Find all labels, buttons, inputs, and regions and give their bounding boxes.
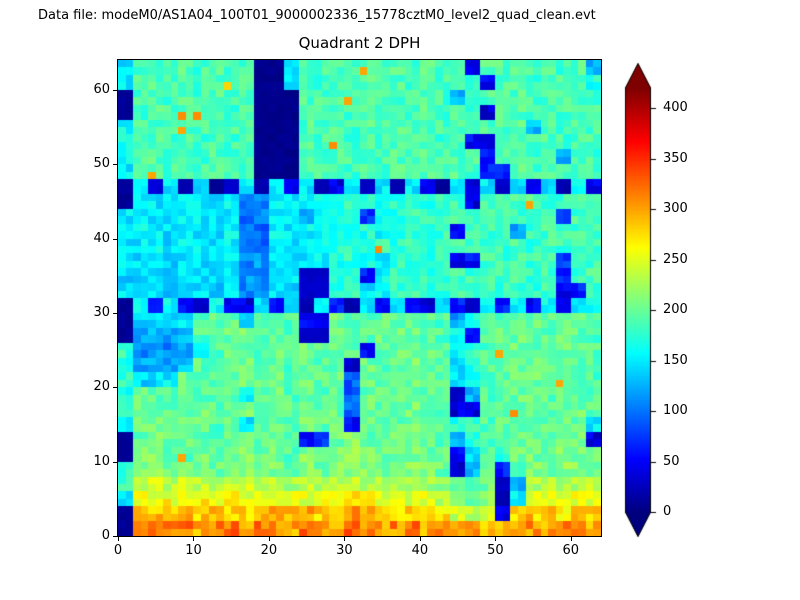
x-tick-mark	[495, 537, 497, 541]
y-tick-label: 20	[93, 379, 110, 395]
x-tick-mark	[268, 537, 270, 541]
colorbar-canvas	[623, 62, 657, 540]
y-tick-label: 30	[93, 304, 110, 320]
x-tick-label: 0	[113, 543, 123, 558]
colorbar-tick-label: 100	[663, 403, 688, 419]
y-tick-label: 40	[93, 230, 110, 246]
y-tick-mark	[113, 238, 117, 240]
x-tick-label: 30	[336, 543, 353, 558]
x-tick-label: 60	[562, 543, 580, 558]
colorbar-tick-label: 250	[663, 251, 688, 267]
y-tick-label: 50	[93, 156, 110, 172]
y-tick-label: 0	[101, 528, 110, 543]
colorbar-tick-label: 0	[663, 504, 672, 519]
x-tick-mark	[118, 537, 119, 541]
y-tick-mark	[113, 89, 117, 91]
y-tick-mark	[113, 461, 117, 463]
x-tick-mark	[570, 537, 572, 541]
y-tick-mark	[113, 387, 117, 389]
x-tick-mark	[419, 537, 421, 541]
chart-title: Quadrant 2 DPH	[298, 34, 421, 52]
x-tick-mark	[193, 537, 195, 541]
y-tick-label: 10	[93, 453, 110, 469]
x-tick-label: 10	[185, 543, 202, 558]
y-tick-label: 60	[93, 81, 110, 97]
heatmap-canvas	[117, 59, 602, 537]
x-tick-label: 40	[411, 543, 429, 558]
colorbar-tick-label: 300	[663, 201, 688, 217]
colorbar-tick-label: 200	[663, 302, 688, 318]
colorbar-tick-label: 150	[663, 352, 688, 368]
y-tick-mark	[113, 536, 117, 537]
y-tick-mark	[113, 164, 117, 166]
colorbar-tick-label: 350	[663, 150, 688, 166]
x-tick-label: 20	[260, 543, 278, 558]
colorbar-tick-label: 400	[663, 100, 688, 116]
y-tick-mark	[113, 312, 117, 314]
data-file-label: Data file: modeM0/AS1A04_100T01_90000023…	[38, 8, 596, 23]
x-tick-mark	[344, 537, 346, 541]
x-tick-label: 50	[487, 543, 504, 558]
colorbar-tick-label: 50	[663, 453, 680, 469]
